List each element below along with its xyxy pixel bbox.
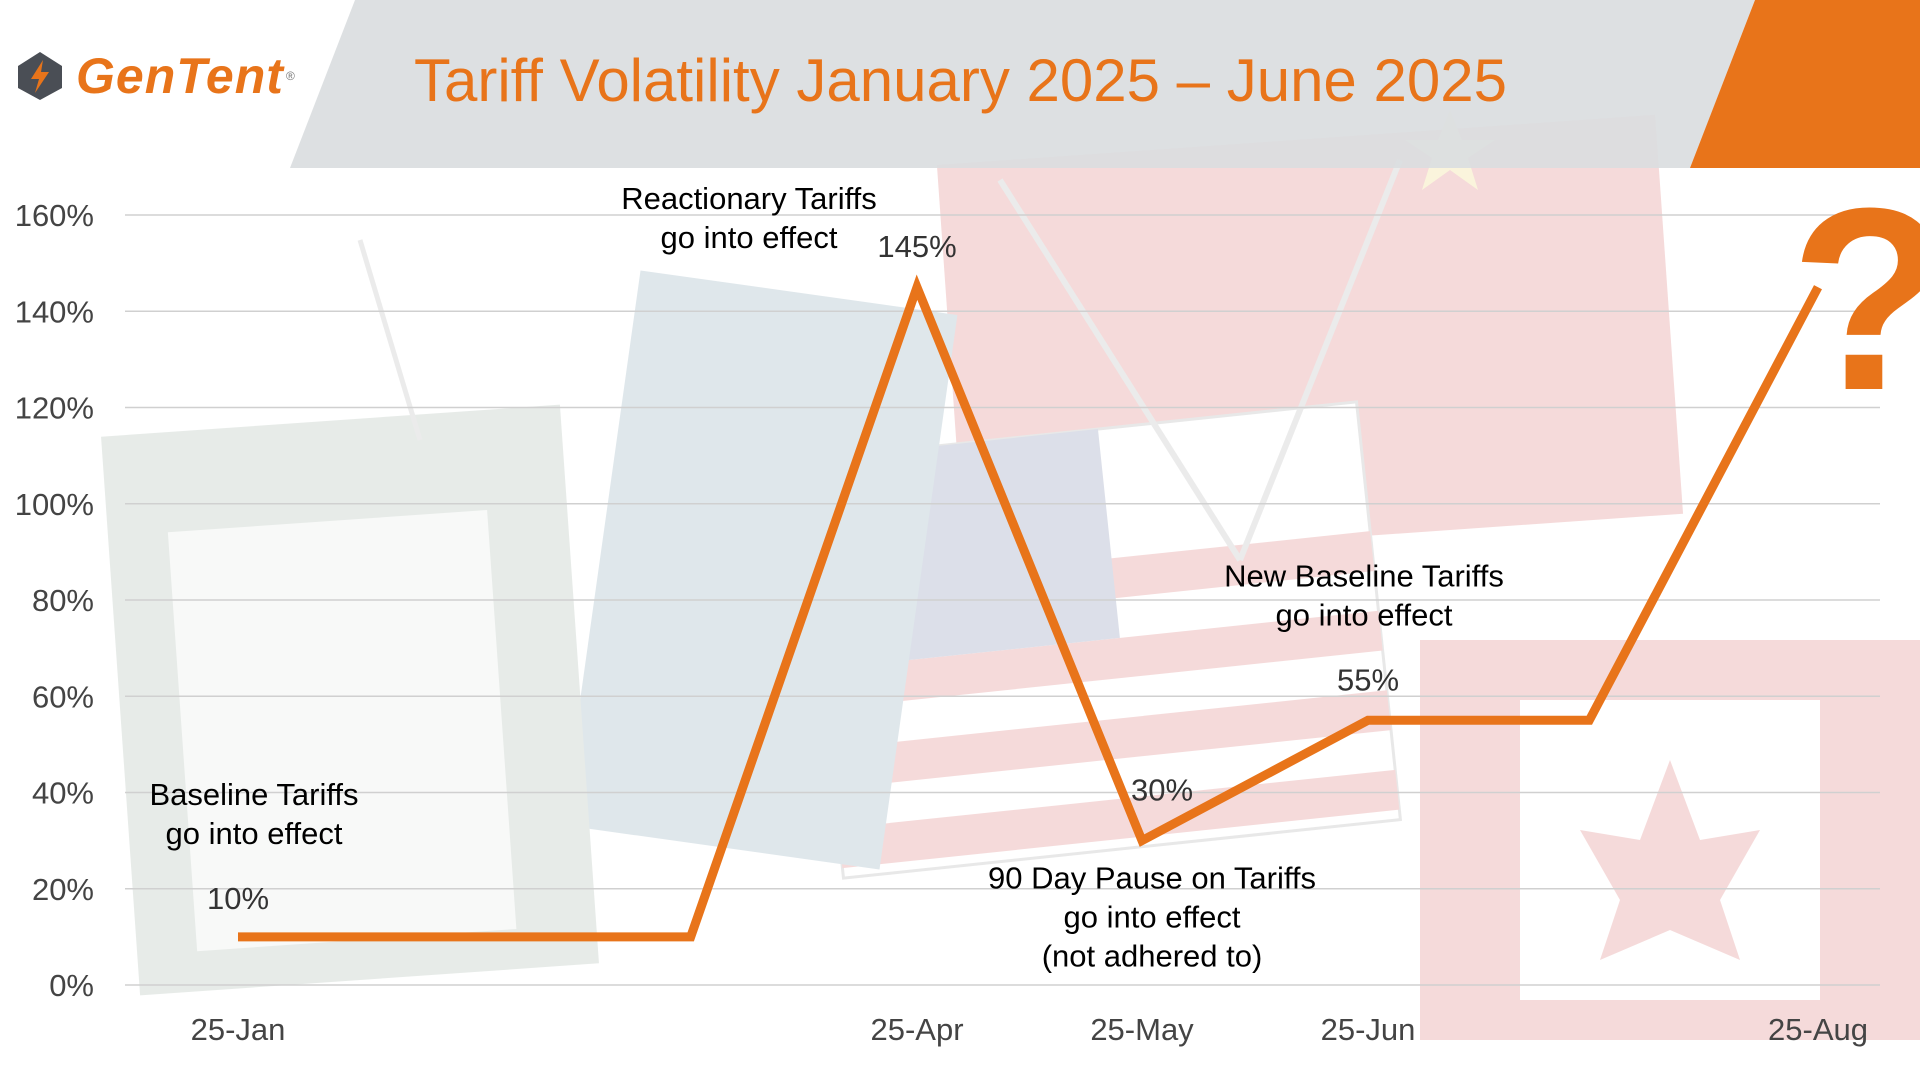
logo-registered-mark: ® <box>285 69 295 83</box>
page-title: Tariff Volatility January 2025 – June 20… <box>414 47 1507 114</box>
annotation: Baseline Tariffs go into effect <box>149 777 358 851</box>
header-band <box>290 0 1920 168</box>
y-tick-labels: 0% 20% 40% 60% 80% 100% 120% 140% 160% <box>15 198 94 1003</box>
x-tick-label: 25-Jun <box>1321 1012 1416 1047</box>
annotation: Reactionary Tariffs go into effect <box>621 181 877 255</box>
x-tick-label: 25-Aug <box>1768 1012 1868 1047</box>
logo-text: GenTent <box>76 48 284 104</box>
annotation-line: Baseline Tariffs <box>149 777 358 812</box>
data-label: 30% <box>1131 773 1193 808</box>
x-tick-label: 25-Apr <box>870 1012 963 1047</box>
annotation-line: go into effect <box>166 816 343 851</box>
x-tick-label: 25-May <box>1090 1012 1194 1047</box>
gentent-logo: GenTent ® <box>14 46 295 106</box>
annotation-line: go into effect <box>1064 900 1241 935</box>
y-tick-label: 60% <box>32 679 94 714</box>
annotation-line: (not adhered to) <box>1042 939 1263 974</box>
x-tick-label: 25-Jan <box>191 1012 286 1047</box>
annotation-line: 90 Day Pause on Tariffs <box>988 861 1316 896</box>
y-tick-label: 140% <box>15 294 94 329</box>
annotation: New Baseline Tariffs go into effect <box>1224 558 1504 632</box>
series-line-layer <box>237 274 1822 942</box>
y-tick-label: 100% <box>15 487 94 522</box>
question-mark-icon: ? <box>1790 170 1920 430</box>
y-tick-label: 160% <box>15 198 94 233</box>
y-tick-label: 120% <box>15 391 94 426</box>
annotation-line: Reactionary Tariffs <box>621 181 877 216</box>
value-labels: 10% 145% 30% 55% <box>207 229 1399 916</box>
y-tick-label: 20% <box>32 872 94 907</box>
data-label: 10% <box>207 881 269 916</box>
annotation-line: New Baseline Tariffs <box>1224 558 1504 593</box>
y-tick-label: 0% <box>49 968 94 1003</box>
gentent-logo-icon <box>18 52 62 100</box>
annotation-line: go into effect <box>661 220 838 255</box>
y-tick-label: 80% <box>32 583 94 618</box>
annotation: 90 Day Pause on Tariffs go into effect (no… <box>988 861 1316 974</box>
y-tick-label: 40% <box>32 776 94 811</box>
series-line <box>238 274 1822 942</box>
data-label: 55% <box>1337 662 1399 697</box>
x-tick-labels: 25-Jan 25-Apr 25-May 25-Jun 25-Aug <box>191 1012 1868 1047</box>
data-label: 145% <box>877 229 956 264</box>
annotation-line: go into effect <box>1276 597 1453 632</box>
